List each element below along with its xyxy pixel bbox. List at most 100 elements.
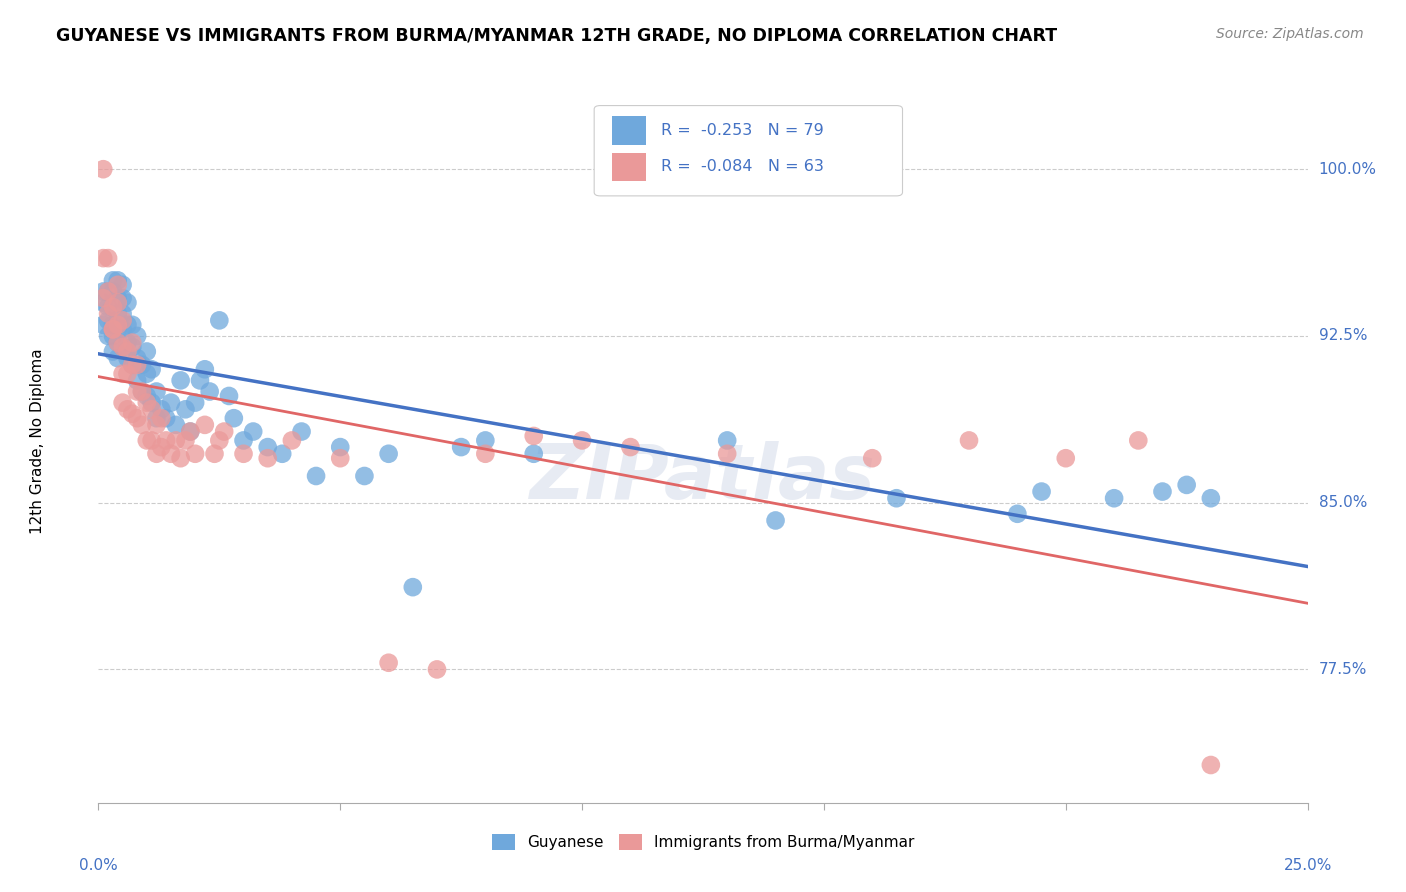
Point — [204, 447, 226, 461]
Point — [160, 447, 183, 461]
Point — [184, 447, 207, 461]
Point — [174, 402, 197, 417]
Point — [218, 389, 240, 403]
Point — [377, 656, 399, 670]
Point — [91, 285, 114, 299]
Point — [135, 434, 157, 448]
Point — [141, 395, 163, 409]
Point — [523, 429, 546, 443]
Point — [117, 318, 139, 332]
Point — [91, 162, 114, 177]
Point — [117, 335, 139, 350]
Point — [165, 434, 187, 448]
Legend: Guyanese, Immigrants from Burma/Myanmar: Guyanese, Immigrants from Burma/Myanmar — [485, 829, 921, 856]
Point — [121, 340, 143, 354]
Point — [101, 285, 124, 299]
Point — [97, 313, 120, 327]
Point — [117, 344, 139, 359]
Point — [91, 295, 114, 310]
Point — [101, 322, 124, 336]
Point — [111, 322, 134, 336]
Point — [145, 417, 167, 432]
Point — [141, 362, 163, 376]
Point — [377, 447, 399, 461]
Point — [107, 335, 129, 350]
Point — [194, 362, 217, 376]
Point — [208, 313, 231, 327]
Point — [145, 411, 167, 425]
Point — [101, 273, 124, 287]
Point — [1175, 478, 1198, 492]
Point — [97, 251, 120, 265]
Point — [155, 411, 177, 425]
Point — [117, 351, 139, 366]
Point — [450, 440, 472, 454]
Text: R =  -0.084   N = 63: R = -0.084 N = 63 — [661, 160, 824, 175]
Point — [127, 351, 149, 366]
Point — [402, 580, 425, 594]
Point — [765, 513, 787, 527]
Point — [97, 285, 120, 299]
Point — [256, 440, 278, 454]
Point — [290, 425, 312, 439]
Point — [107, 277, 129, 292]
Point — [169, 451, 191, 466]
Point — [121, 358, 143, 372]
Point — [1054, 451, 1077, 466]
Point — [145, 384, 167, 399]
Point — [131, 384, 153, 399]
Point — [117, 402, 139, 417]
Point — [222, 411, 245, 425]
FancyBboxPatch shape — [595, 105, 903, 196]
Text: 12th Grade, No Diploma: 12th Grade, No Diploma — [31, 349, 45, 534]
Point — [271, 447, 294, 461]
Text: 92.5%: 92.5% — [1319, 328, 1367, 343]
Point — [1031, 484, 1053, 499]
Text: R =  -0.253   N = 79: R = -0.253 N = 79 — [661, 123, 824, 138]
Point — [127, 358, 149, 372]
Point — [169, 373, 191, 387]
Point — [145, 447, 167, 461]
Point — [135, 395, 157, 409]
Text: ZIPatlas: ZIPatlas — [530, 441, 876, 515]
Point — [886, 491, 908, 506]
Point — [179, 425, 201, 439]
Point — [135, 389, 157, 403]
Point — [127, 384, 149, 399]
Point — [121, 358, 143, 372]
Point — [97, 329, 120, 343]
Point — [111, 367, 134, 381]
Point — [101, 300, 124, 314]
Point — [101, 318, 124, 332]
FancyBboxPatch shape — [613, 153, 647, 181]
Point — [107, 335, 129, 350]
Point — [232, 434, 254, 448]
Point — [131, 358, 153, 372]
Point — [1007, 507, 1029, 521]
Point — [141, 434, 163, 448]
Point — [111, 291, 134, 305]
Point — [208, 434, 231, 448]
Point — [111, 395, 134, 409]
Point — [111, 313, 134, 327]
Point — [111, 307, 134, 321]
Point — [127, 411, 149, 425]
Point — [198, 384, 221, 399]
Point — [111, 340, 134, 354]
Point — [107, 273, 129, 287]
Point — [101, 300, 124, 314]
Point — [1128, 434, 1150, 448]
Point — [101, 329, 124, 343]
Point — [107, 351, 129, 366]
Point — [305, 469, 328, 483]
Point — [91, 291, 114, 305]
Point — [256, 451, 278, 466]
Point — [127, 373, 149, 387]
Point — [127, 329, 149, 343]
Point — [242, 425, 264, 439]
Point — [107, 322, 129, 336]
Point — [91, 251, 114, 265]
Point — [121, 407, 143, 421]
Point — [716, 434, 738, 448]
Text: 85.0%: 85.0% — [1319, 495, 1367, 510]
